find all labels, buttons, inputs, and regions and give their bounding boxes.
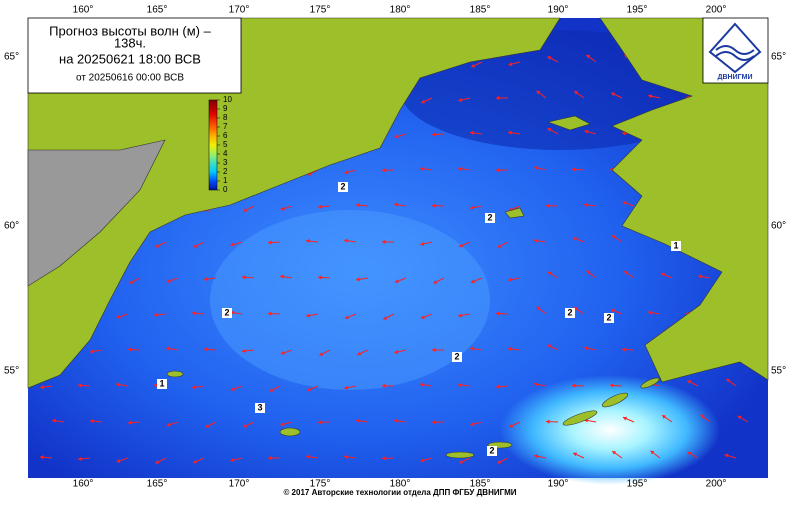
colorbar-tick-label: 2 [223,167,228,176]
colorbar-tick-label: 6 [223,131,228,140]
lon-label-bottom: 200° [706,479,727,490]
colorbar-tick-label: 10 [223,95,232,104]
island [280,428,300,436]
lon-label-top: 175° [310,5,331,16]
contour-label: 2 [224,307,229,317]
island [446,452,474,458]
lon-label-top: 190° [548,5,569,16]
logo-text: ДВНИГМИ [718,74,753,81]
lat-label-right: 65° [771,52,786,63]
lon-label-top: 170° [229,5,250,16]
lon-label-bottom: 170° [229,479,250,490]
sea-shade [210,210,490,390]
lon-label-bottom: 190° [548,479,569,490]
colorbar-tick-label: 7 [223,122,228,131]
lon-label-top: 160° [73,5,94,16]
lon-label-top: 195° [627,5,648,16]
contour-label: 2 [454,351,459,361]
contour-label: 1 [673,240,678,250]
lon-label-top: 185° [470,5,491,16]
colorbar-tick-label: 0 [223,185,228,194]
lon-label-top: 200° [706,5,727,16]
contour-label: 1 [159,378,164,388]
island [167,371,183,377]
lat-label-left: 65° [4,52,19,63]
colorbar-tick-label: 5 [223,140,228,149]
contour-label: 3 [257,402,262,412]
colorbar-tick-label: 3 [223,158,228,167]
lon-label-top: 180° [390,5,411,16]
colorbar-tick-label: 9 [223,104,228,113]
lat-label-right: 55° [771,366,786,377]
sea-high-waves [500,375,720,485]
colorbar [209,100,217,190]
forecast-valid: на 20250621 18:00 ВСВ [59,51,201,66]
lat-label-left: 55° [4,366,19,377]
contour-label: 2 [489,445,494,455]
title-line2: 138ч. [114,35,146,50]
contour-label: 2 [606,312,611,322]
lon-label-bottom: 165° [147,479,168,490]
lon-label-top: 165° [147,5,168,16]
lat-label-left: 60° [4,221,19,232]
lon-label-bottom: 160° [73,479,94,490]
lon-label-bottom: 195° [627,479,648,490]
lat-label-right: 60° [771,221,786,232]
forecast-issued: от 20250616 00:00 ВСВ [76,73,184,84]
contour-label: 2 [340,181,345,191]
footer: © 2017 Авторские технологии отдела ДПП Ф… [283,488,516,497]
contour-label: 2 [487,212,492,222]
contour-label: 2 [567,307,572,317]
colorbar-tick-label: 1 [223,176,228,185]
colorbar-tick-label: 4 [223,149,228,158]
colorbar-tick-label: 8 [223,113,228,122]
